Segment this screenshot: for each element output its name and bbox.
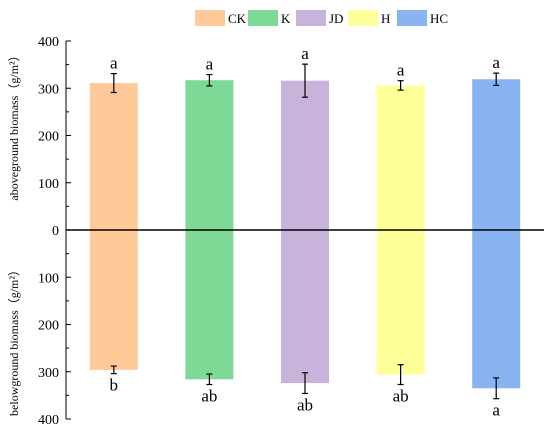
bar-above-ck [89, 83, 138, 231]
bar-above-jd [281, 80, 329, 230]
bar-below-jd [281, 230, 329, 384]
y-axis: 400 300 200 100 0 100 200 300 400 [38, 35, 71, 428]
y-axis-title-below: belowground biomass（g/m²） [7, 264, 21, 416]
y-tick-label: 100 [38, 177, 59, 192]
legend-label-hc: HC [430, 11, 448, 26]
legend-label-h: H [381, 11, 390, 26]
sig-label-below: ab [393, 387, 409, 406]
y-tick-label: 100 [38, 271, 59, 286]
y-tick-label: 400 [38, 35, 59, 50]
bar-above-hc [472, 79, 521, 231]
legend-swatch-jd [296, 10, 326, 26]
sig-label-below: ab [297, 395, 313, 414]
legend-swatch-ck [195, 10, 225, 26]
sig-label-below: b [110, 376, 119, 395]
legend-label-jd: JD [329, 11, 343, 26]
y-tick-label: 300 [38, 366, 59, 381]
sig-label-above: a [206, 55, 214, 74]
sig-label-above: a [397, 61, 405, 80]
y-axis-title-above: aboveground biomass（g/m²） [7, 49, 21, 200]
legend-label-k: K [281, 11, 291, 26]
legend-swatch-h [348, 10, 378, 26]
legend-swatch-k [248, 10, 278, 26]
bar-below-h [376, 230, 425, 375]
sig-label-below: ab [201, 387, 217, 406]
sig-label-below: a [492, 401, 500, 420]
sig-label-above: a [110, 54, 118, 73]
legend-label-ck: CK [228, 11, 247, 26]
bar-above-h [376, 85, 425, 230]
sig-label-above: a [301, 44, 309, 63]
bar-above-k [185, 80, 234, 230]
y-tick-label: 200 [38, 319, 59, 334]
sig-label-above: a [492, 53, 500, 72]
y-tick-label: 0 [52, 224, 59, 239]
y-tick-label: 200 [38, 130, 59, 145]
bar-below-ck [89, 230, 138, 370]
legend: CK K JD H HC [195, 10, 448, 26]
y-tick-label: 300 [38, 82, 59, 97]
bar-below-hc [472, 230, 521, 389]
legend-swatch-hc [397, 10, 427, 26]
bar-below-k [185, 230, 234, 380]
y-tick-label: 400 [38, 413, 59, 428]
